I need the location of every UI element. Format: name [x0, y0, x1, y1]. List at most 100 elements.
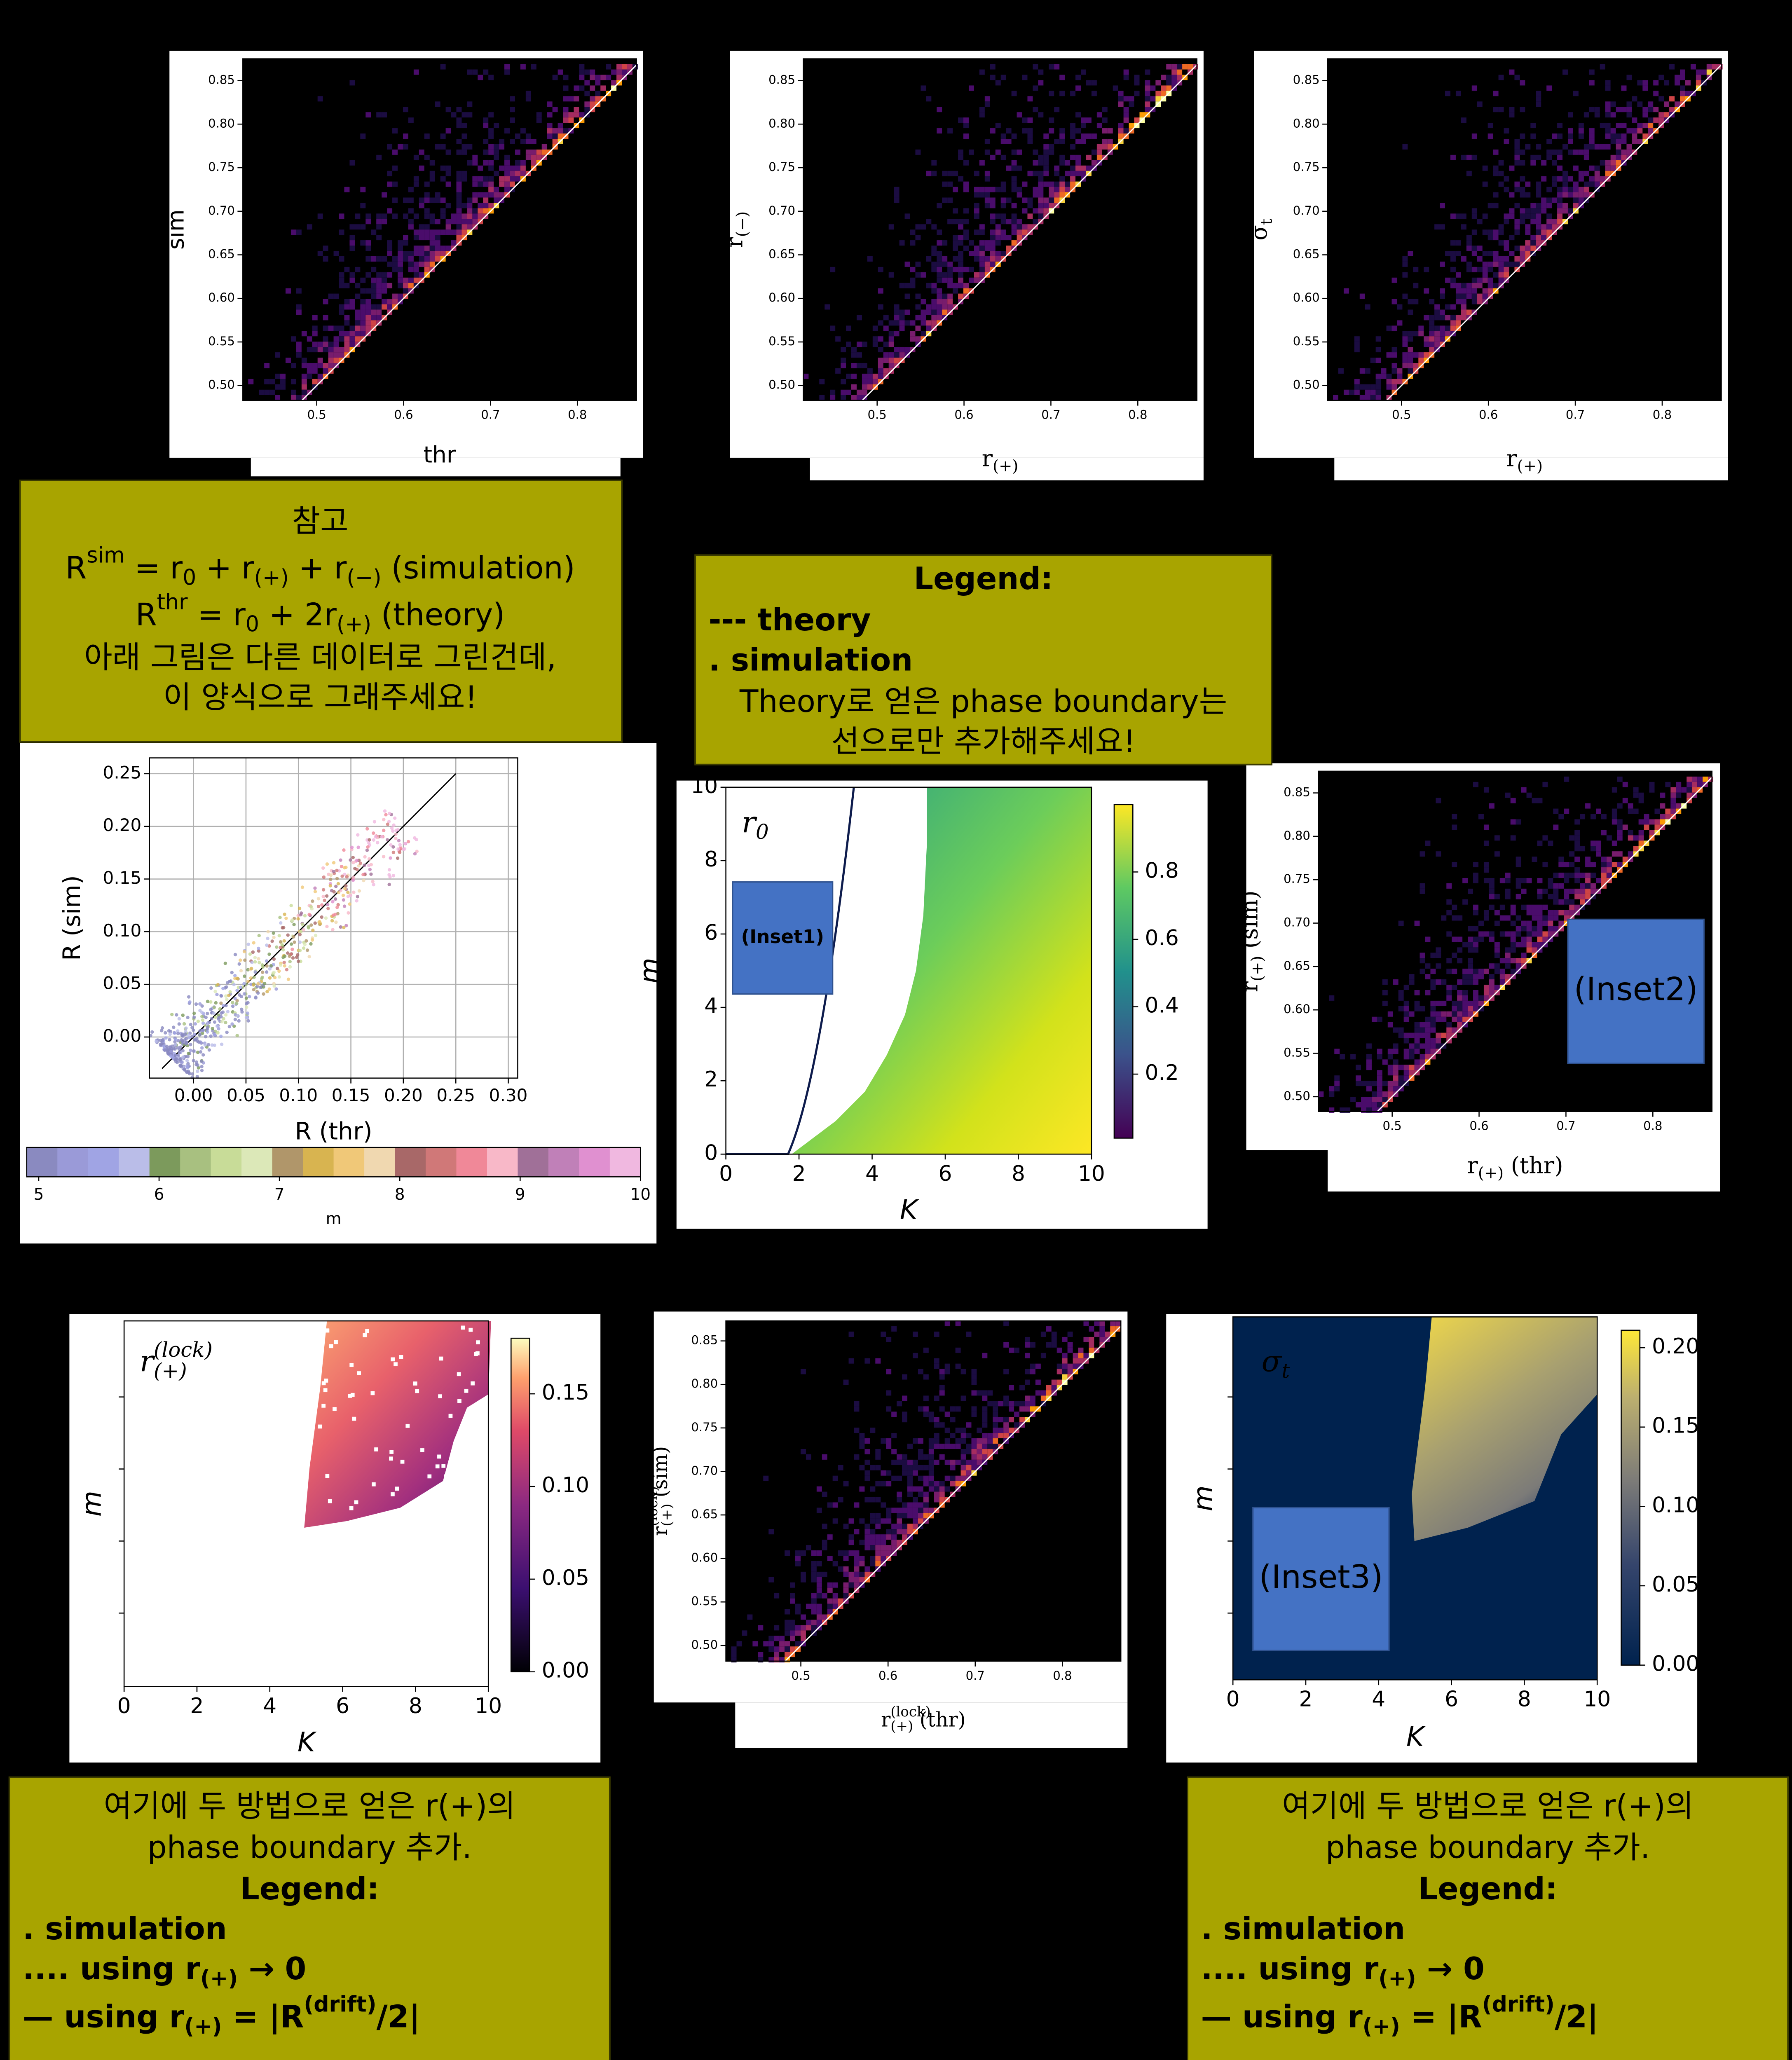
heatmap-cell	[584, 80, 590, 86]
note-line: — using r(+) = |R(drift)/2|	[23, 1992, 420, 2039]
heatmap-cell	[574, 96, 579, 102]
heatmap-cell	[1445, 250, 1451, 256]
heatmap-cell	[1600, 123, 1605, 129]
heatmap-cell	[1483, 787, 1489, 793]
heatmap-cell	[939, 1374, 945, 1380]
heatmap-cell	[1510, 942, 1516, 948]
heatmap-cell	[1628, 803, 1633, 809]
heatmap-cell	[1024, 1401, 1030, 1407]
heatmap-cell	[1038, 187, 1044, 192]
heatmap-cell	[1487, 267, 1493, 272]
heatmap-cell	[1361, 1097, 1366, 1103]
heatmap-cell	[1493, 171, 1499, 176]
heatmap-cell	[547, 123, 553, 129]
x-tick-label: 0.5	[307, 408, 326, 422]
y-tick-label: 0.60	[768, 290, 795, 304]
heatmap-cell	[1083, 1337, 1089, 1342]
note-box	[19, 480, 623, 743]
heatmap-cell	[888, 352, 894, 358]
heatmap-cell	[1584, 144, 1589, 150]
heatmap-cell	[1494, 963, 1500, 969]
heatmap-cell	[1027, 203, 1033, 208]
heatmap-cell	[993, 1433, 998, 1439]
heatmap-cell	[1541, 235, 1547, 241]
heatmap-cell	[1564, 899, 1569, 905]
heatmap-cell	[1387, 1081, 1393, 1086]
heatmap-cell	[816, 1609, 822, 1615]
heatmap-cell	[1573, 181, 1579, 187]
scatter-point	[244, 996, 248, 1000]
heatmap-cell	[1548, 931, 1553, 937]
heatmap-cell	[854, 1582, 860, 1588]
y-tick-label: 0.00	[103, 1026, 142, 1046]
heatmap-cell	[1504, 128, 1509, 134]
heatmap-cell	[1514, 261, 1520, 267]
heatmap-cell	[1558, 899, 1564, 905]
heatmap-cell	[419, 165, 424, 171]
heatmap-cell	[1161, 85, 1167, 91]
heatmap-cell	[859, 1571, 865, 1577]
heatmap-cell	[907, 1481, 913, 1486]
heatmap-cell	[1059, 160, 1065, 166]
heatmap-cell	[1003, 1342, 1009, 1348]
heatmap-cell	[942, 181, 948, 187]
scatter-point	[389, 856, 392, 860]
heatmap-cell	[907, 1508, 913, 1513]
heatmap-cell	[1375, 373, 1381, 379]
scatter-point	[250, 960, 254, 964]
heatmap-cell	[1046, 1385, 1052, 1390]
heatmap-cell	[429, 171, 435, 176]
heatmap-cell	[811, 1598, 817, 1604]
scatter-point	[391, 845, 395, 849]
heatmap-cell	[1557, 176, 1563, 182]
heatmap-cell	[1553, 915, 1559, 921]
heatmap-cell	[795, 1550, 801, 1556]
heatmap-cell	[1616, 144, 1621, 150]
heatmap-cell	[859, 1540, 865, 1545]
colorbar-tick-label: 7	[274, 1185, 285, 1204]
heatmap-cell	[440, 250, 446, 256]
heatmap-cell	[355, 320, 361, 326]
heatmap-cell	[878, 288, 883, 294]
heatmap-cell	[301, 331, 307, 337]
scatter-point	[160, 1039, 164, 1043]
heatmap-cell	[878, 320, 883, 326]
heatmap-cell	[1054, 171, 1060, 176]
heatmap-cell	[1562, 203, 1568, 208]
heatmap-cell	[1446, 990, 1452, 995]
heatmap-cell	[888, 320, 894, 326]
label-text: phase boundary 추가.	[1326, 1829, 1650, 1865]
heatmap-cell	[1514, 246, 1520, 251]
speckle	[468, 1327, 473, 1332]
heatmap-cell	[1425, 936, 1431, 942]
heatmap-cell	[1436, 1038, 1441, 1044]
y-tick-label: 0.85	[1284, 785, 1310, 799]
heatmap-cell	[510, 96, 515, 102]
heatmap-cell	[376, 293, 382, 299]
heatmap-cell	[1070, 128, 1076, 134]
heatmap-cell	[1516, 931, 1521, 937]
heatmap-cell	[429, 240, 435, 246]
scatter-point	[281, 948, 285, 952]
heatmap-cell	[1414, 1059, 1420, 1065]
speckle	[325, 1328, 330, 1333]
heatmap-cell	[440, 213, 446, 219]
heatmap-cell	[862, 389, 867, 395]
heatmap-cell	[494, 149, 499, 155]
heatmap-cell	[360, 315, 366, 321]
scatter-point	[201, 1028, 205, 1032]
heatmap-cell	[819, 379, 825, 384]
heatmap-cell	[1532, 931, 1537, 937]
heatmap-cell	[886, 1369, 892, 1374]
heatmap-cell	[867, 379, 873, 384]
heatmap-cell	[934, 1438, 939, 1444]
heatmap-cell	[979, 267, 985, 272]
scatter-point	[356, 833, 360, 837]
heatmap-cell	[1089, 1326, 1094, 1332]
heatmap-cell	[1489, 936, 1495, 942]
heatmap-cell	[838, 1598, 843, 1604]
scatter-point	[311, 928, 315, 932]
heatmap-cell	[1489, 888, 1495, 894]
heatmap-cell	[904, 283, 910, 288]
heatmap-cell	[990, 219, 996, 225]
